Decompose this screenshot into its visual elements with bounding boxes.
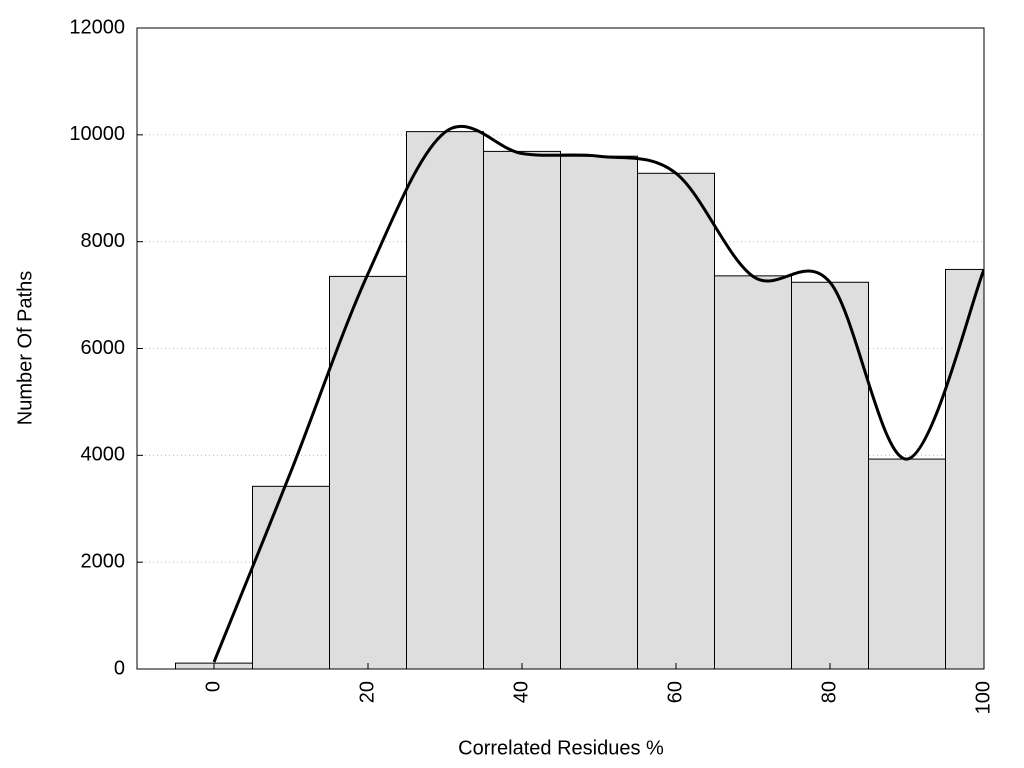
y-tick-label: 8000 <box>81 230 126 252</box>
bar <box>560 155 638 669</box>
y-tick-label: 0 <box>114 657 125 679</box>
bar <box>714 275 792 669</box>
x-tick-label: 40 <box>510 681 532 703</box>
x-tick-label: 100 <box>972 681 994 714</box>
y-tick-label: 12000 <box>69 16 125 38</box>
bar <box>252 485 330 669</box>
y-tick-label: 10000 <box>69 123 125 145</box>
bar <box>868 458 946 669</box>
bar <box>406 131 484 669</box>
bar <box>637 172 715 669</box>
y-tick-label: 2000 <box>81 550 126 572</box>
bar <box>791 281 869 669</box>
y-tick-label: 4000 <box>81 444 126 466</box>
x-axis-label: Correlated Residues % <box>458 737 664 759</box>
y-tick-label: 6000 <box>81 337 126 359</box>
bar <box>483 150 561 669</box>
fit-curve <box>212 124 984 663</box>
y-axis-label: Number Of Paths <box>14 271 36 426</box>
plot-frame <box>136 27 985 670</box>
bar <box>945 268 984 669</box>
x-tick-label: 80 <box>818 681 840 703</box>
plot-area <box>175 124 984 669</box>
x-tick-label: 0 <box>202 681 224 692</box>
x-tick-label: 20 <box>356 681 378 703</box>
x-tick-label: 60 <box>664 681 686 703</box>
